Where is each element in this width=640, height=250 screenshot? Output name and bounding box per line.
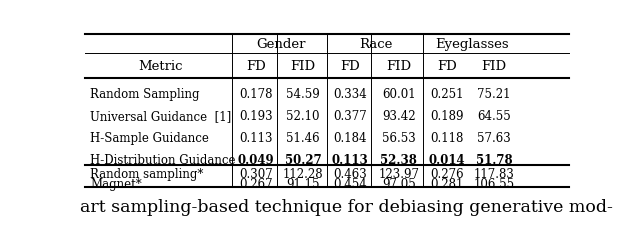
Text: 75.21: 75.21 [477,88,511,101]
Text: 57.63: 57.63 [477,132,511,145]
Text: Gender: Gender [256,38,306,50]
Text: 93.42: 93.42 [382,110,415,122]
Text: FID: FID [386,60,412,73]
Text: 60.01: 60.01 [382,88,415,101]
Text: Universal Guidance  [1]: Universal Guidance [1] [90,110,231,122]
Text: 91.15: 91.15 [287,177,320,190]
Text: 64.55: 64.55 [477,110,511,122]
Text: 0.377: 0.377 [333,110,367,122]
Text: Metric: Metric [138,60,183,73]
Text: 112.28: 112.28 [283,168,323,180]
Text: FID: FID [291,60,316,73]
Text: 0.178: 0.178 [239,88,273,101]
Text: Race: Race [360,38,393,50]
Text: 51.46: 51.46 [286,132,320,145]
Text: 97.05: 97.05 [382,177,415,190]
Text: FID: FID [481,60,507,73]
Text: 0.014: 0.014 [429,154,465,167]
Text: 52.10: 52.10 [287,110,320,122]
Text: 0.281: 0.281 [430,177,464,190]
Text: 123.97: 123.97 [378,168,419,180]
Text: FD: FD [340,60,360,73]
Text: H-Sample Guidance: H-Sample Guidance [90,132,209,145]
Text: 52.38: 52.38 [380,154,417,167]
Text: 0.118: 0.118 [430,132,464,145]
Text: 0.113: 0.113 [332,154,369,167]
Text: FD: FD [246,60,266,73]
Text: 117.83: 117.83 [474,168,515,180]
Text: 51.78: 51.78 [476,154,513,167]
Text: 56.53: 56.53 [382,132,415,145]
Text: 0.184: 0.184 [333,132,367,145]
Text: 0.251: 0.251 [430,88,464,101]
Text: Random sampling*: Random sampling* [90,168,204,180]
Text: 0.463: 0.463 [333,168,367,180]
Text: 50.27: 50.27 [285,154,321,167]
Text: art sampling-based technique for debiasing generative mod-: art sampling-based technique for debiasi… [80,199,613,216]
Text: 54.59: 54.59 [286,88,320,101]
Text: 0.113: 0.113 [239,132,273,145]
Text: 0.454: 0.454 [333,177,367,190]
Text: Eyeglasses: Eyeglasses [435,38,509,50]
Text: 0.049: 0.049 [238,154,275,167]
Text: FD: FD [437,60,457,73]
Text: H-Distribution Guidance: H-Distribution Guidance [90,154,236,167]
Text: 0.193: 0.193 [239,110,273,122]
Text: Random Sampling: Random Sampling [90,88,200,101]
Text: 0.276: 0.276 [430,168,464,180]
Text: 0.267: 0.267 [239,177,273,190]
Text: Magnet*: Magnet* [90,177,141,190]
Text: 0.307: 0.307 [239,168,273,180]
Text: 0.334: 0.334 [333,88,367,101]
Text: 0.189: 0.189 [430,110,464,122]
Text: 106.55: 106.55 [474,177,515,190]
